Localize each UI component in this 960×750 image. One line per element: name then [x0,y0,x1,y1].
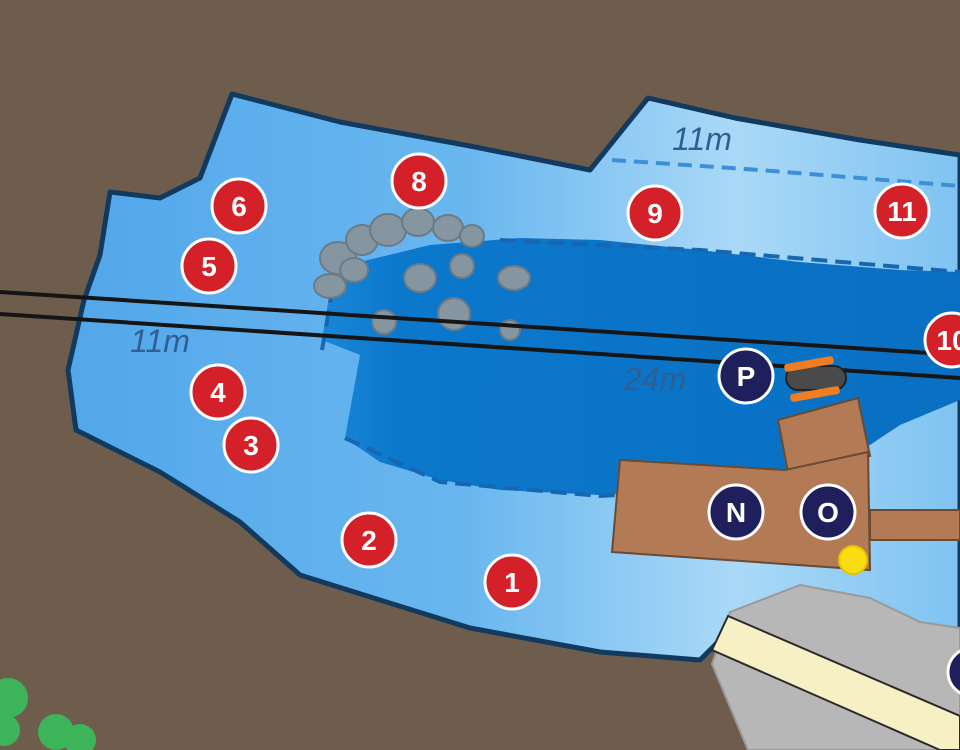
dive-marker-label: 2 [361,525,377,556]
depth-label-deep: 24m [623,361,686,397]
partial-blue-marker[interactable] [946,648,960,696]
facility-marker-o[interactable]: O [799,483,857,541]
dive-marker-label: 5 [201,251,217,282]
dive-marker-8[interactable]: 8 [390,152,448,210]
facility-marker-label: N [726,497,746,528]
dive-marker-label: 1 [504,567,520,598]
dive-marker-5[interactable]: 5 [180,237,238,295]
depth-label-top: 11m [672,121,732,157]
dive-marker-label: 6 [231,191,247,222]
dive-marker-11[interactable]: 11 [873,182,931,240]
dive-marker-3[interactable]: 3 [222,416,280,474]
submerged-wreck-icon [784,356,847,402]
dive-marker-10[interactable]: 10 [923,311,960,369]
dive-marker-label: 3 [243,430,259,461]
dive-marker-label: 9 [647,198,663,229]
yellow-buoy-icon [838,545,868,575]
depth-contour-upper [611,158,960,188]
dive-marker-label: 8 [411,166,427,197]
dive-marker-4[interactable]: 4 [189,363,247,421]
dive-marker-1[interactable]: 1 [483,553,541,611]
tree-icon [0,678,96,750]
walkway-path [710,614,960,750]
facility-marker-p[interactable]: P [717,347,775,405]
facility-marker-n[interactable]: N [707,483,765,541]
depth-label-left: 11m [130,323,190,359]
dive-marker-label: 11 [887,196,917,227]
facility-marker-label: O [817,497,839,528]
facility-marker-label: P [737,361,756,392]
dive-marker-label: 4 [210,377,226,408]
dive-marker-2[interactable]: 2 [340,511,398,569]
dive-marker-9[interactable]: 9 [626,184,684,242]
dive-marker-6[interactable]: 6 [210,177,268,235]
dive-marker-label: 10 [936,325,960,356]
